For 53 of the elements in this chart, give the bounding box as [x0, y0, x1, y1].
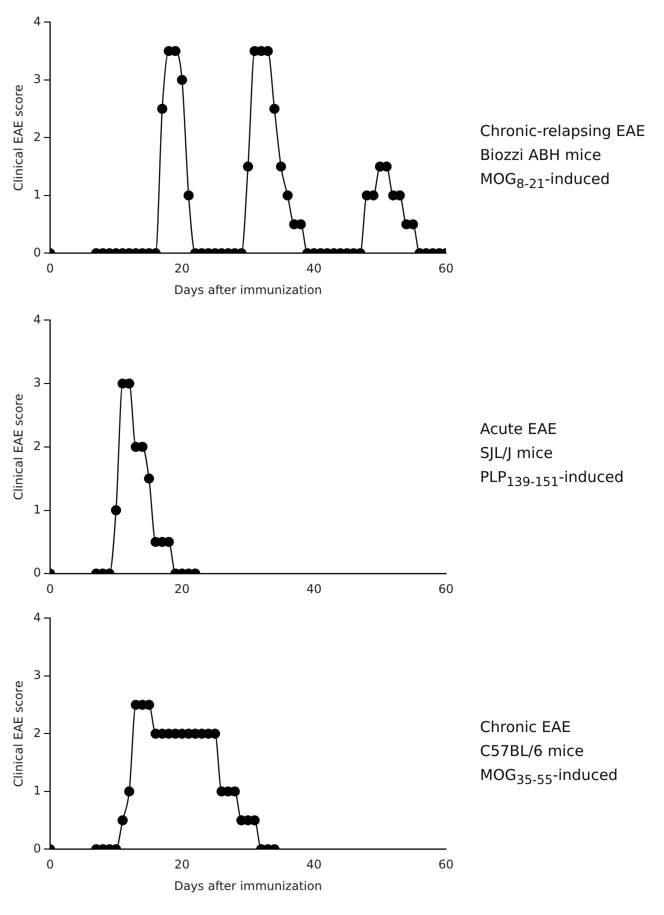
y-tick-label: 3 [33, 668, 42, 682]
x-axis-title: Days after immunization [174, 282, 322, 297]
x-tick-label: 0 [46, 582, 54, 596]
x-tick-label: 20 [174, 262, 190, 276]
text: Chronic-relapsing EAE [480, 120, 646, 142]
y-axis-title: Clinical EAE score [11, 84, 26, 191]
x-tick-label: 20 [174, 858, 190, 872]
point [144, 473, 154, 484]
x-tick-label: 60 [438, 262, 454, 276]
y-tick-label: 4 [33, 14, 42, 28]
point [276, 161, 286, 172]
text: MOG$_{35-55}$-induced [480, 764, 618, 788]
y-tick-label: 0 [33, 566, 42, 580]
y-tick-label: 0 [33, 841, 42, 856]
y-axis-title: Clinical EAE score [11, 394, 26, 500]
text: PLP$_{139-151}$-induced [480, 466, 624, 490]
point [230, 786, 240, 797]
y-tick-label: 0 [33, 245, 42, 260]
y-tick-label: 1 [33, 502, 42, 516]
y-tick-label: 4 [33, 610, 42, 624]
x-tick-label: 40 [306, 262, 322, 276]
x-tick-label: 40 [306, 858, 322, 872]
x-tick-label: 20 [174, 582, 190, 596]
text: MOG$_{8-21}$-induced [480, 168, 611, 192]
point [382, 161, 392, 172]
y-tick-label: 4 [33, 312, 42, 326]
point [124, 378, 134, 389]
x-tick-label: 0 [46, 262, 54, 276]
y-tick-label: 2 [33, 130, 42, 144]
text: SJL/J mice [480, 442, 554, 464]
y-tick-label: 3 [33, 72, 42, 86]
point [124, 786, 134, 797]
point [176, 74, 188, 86]
x-axis-title: Days after immunization [174, 878, 322, 893]
text: Chronic EAE [480, 716, 572, 738]
point [262, 46, 273, 56]
point [269, 104, 280, 114]
y-tick-label: 2 [33, 439, 42, 454]
y-tick-label: 1 [33, 188, 42, 202]
y-tick-label: 1 [33, 784, 42, 798]
text: Acute EAE [480, 418, 558, 440]
text: Biozzi ABH mice [480, 144, 602, 166]
text: C57BL/6 mice [480, 740, 585, 762]
y-axis-title: Clinical EAE score [11, 680, 26, 787]
x-tick-label: 60 [438, 582, 454, 596]
point [242, 161, 254, 172]
x-tick-label: 0 [46, 858, 54, 872]
x-tick-label: 60 [438, 858, 454, 872]
y-tick-label: 3 [33, 376, 42, 390]
x-tick-label: 40 [306, 582, 322, 596]
point [110, 505, 122, 516]
y-tick-label: 2 [33, 726, 42, 740]
point [157, 104, 168, 114]
